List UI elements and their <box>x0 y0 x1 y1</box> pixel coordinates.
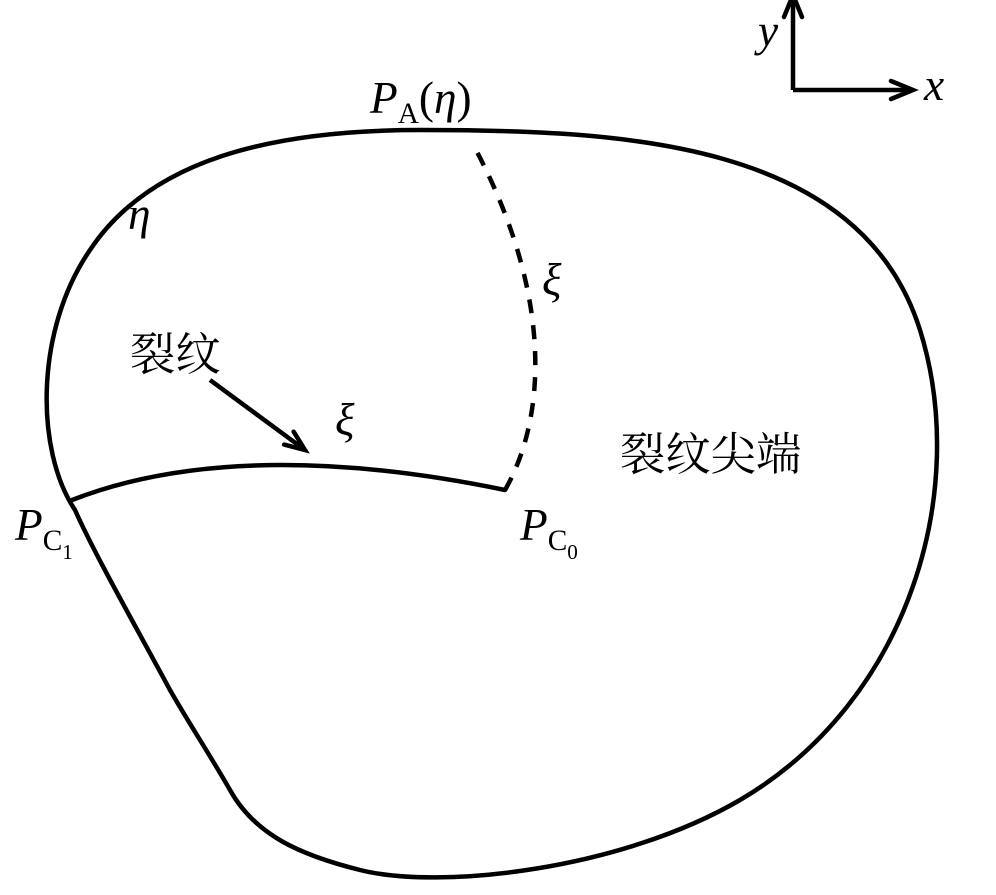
crack-pointer-shaft <box>210 380 305 450</box>
crack-word-label: 裂纹 <box>130 318 221 383</box>
crack-pointer-arrow <box>210 380 305 450</box>
body-outline <box>47 130 937 877</box>
x-axis-label: x <box>923 60 944 110</box>
axes: x y <box>754 0 944 110</box>
p-c1-label: PC1 <box>14 500 73 564</box>
p-c0-label: PC0 <box>519 500 578 564</box>
crack-tip-word-label: 裂纹尖端 <box>620 418 801 483</box>
eta-boundary-label: η <box>128 189 151 239</box>
xi-dashed-curve <box>475 148 535 490</box>
p-a-eta-label: PA(η) <box>369 73 472 130</box>
diagram-svg: x y η ξ ξ PA(η) PC1 PC0 裂纹 裂纹尖端 <box>0 0 996 895</box>
xi-on-crack-label: ξ <box>335 395 355 445</box>
y-axis-label: y <box>754 6 779 56</box>
crack-line <box>72 465 505 500</box>
xi-on-dashed-label: ξ <box>542 255 562 305</box>
